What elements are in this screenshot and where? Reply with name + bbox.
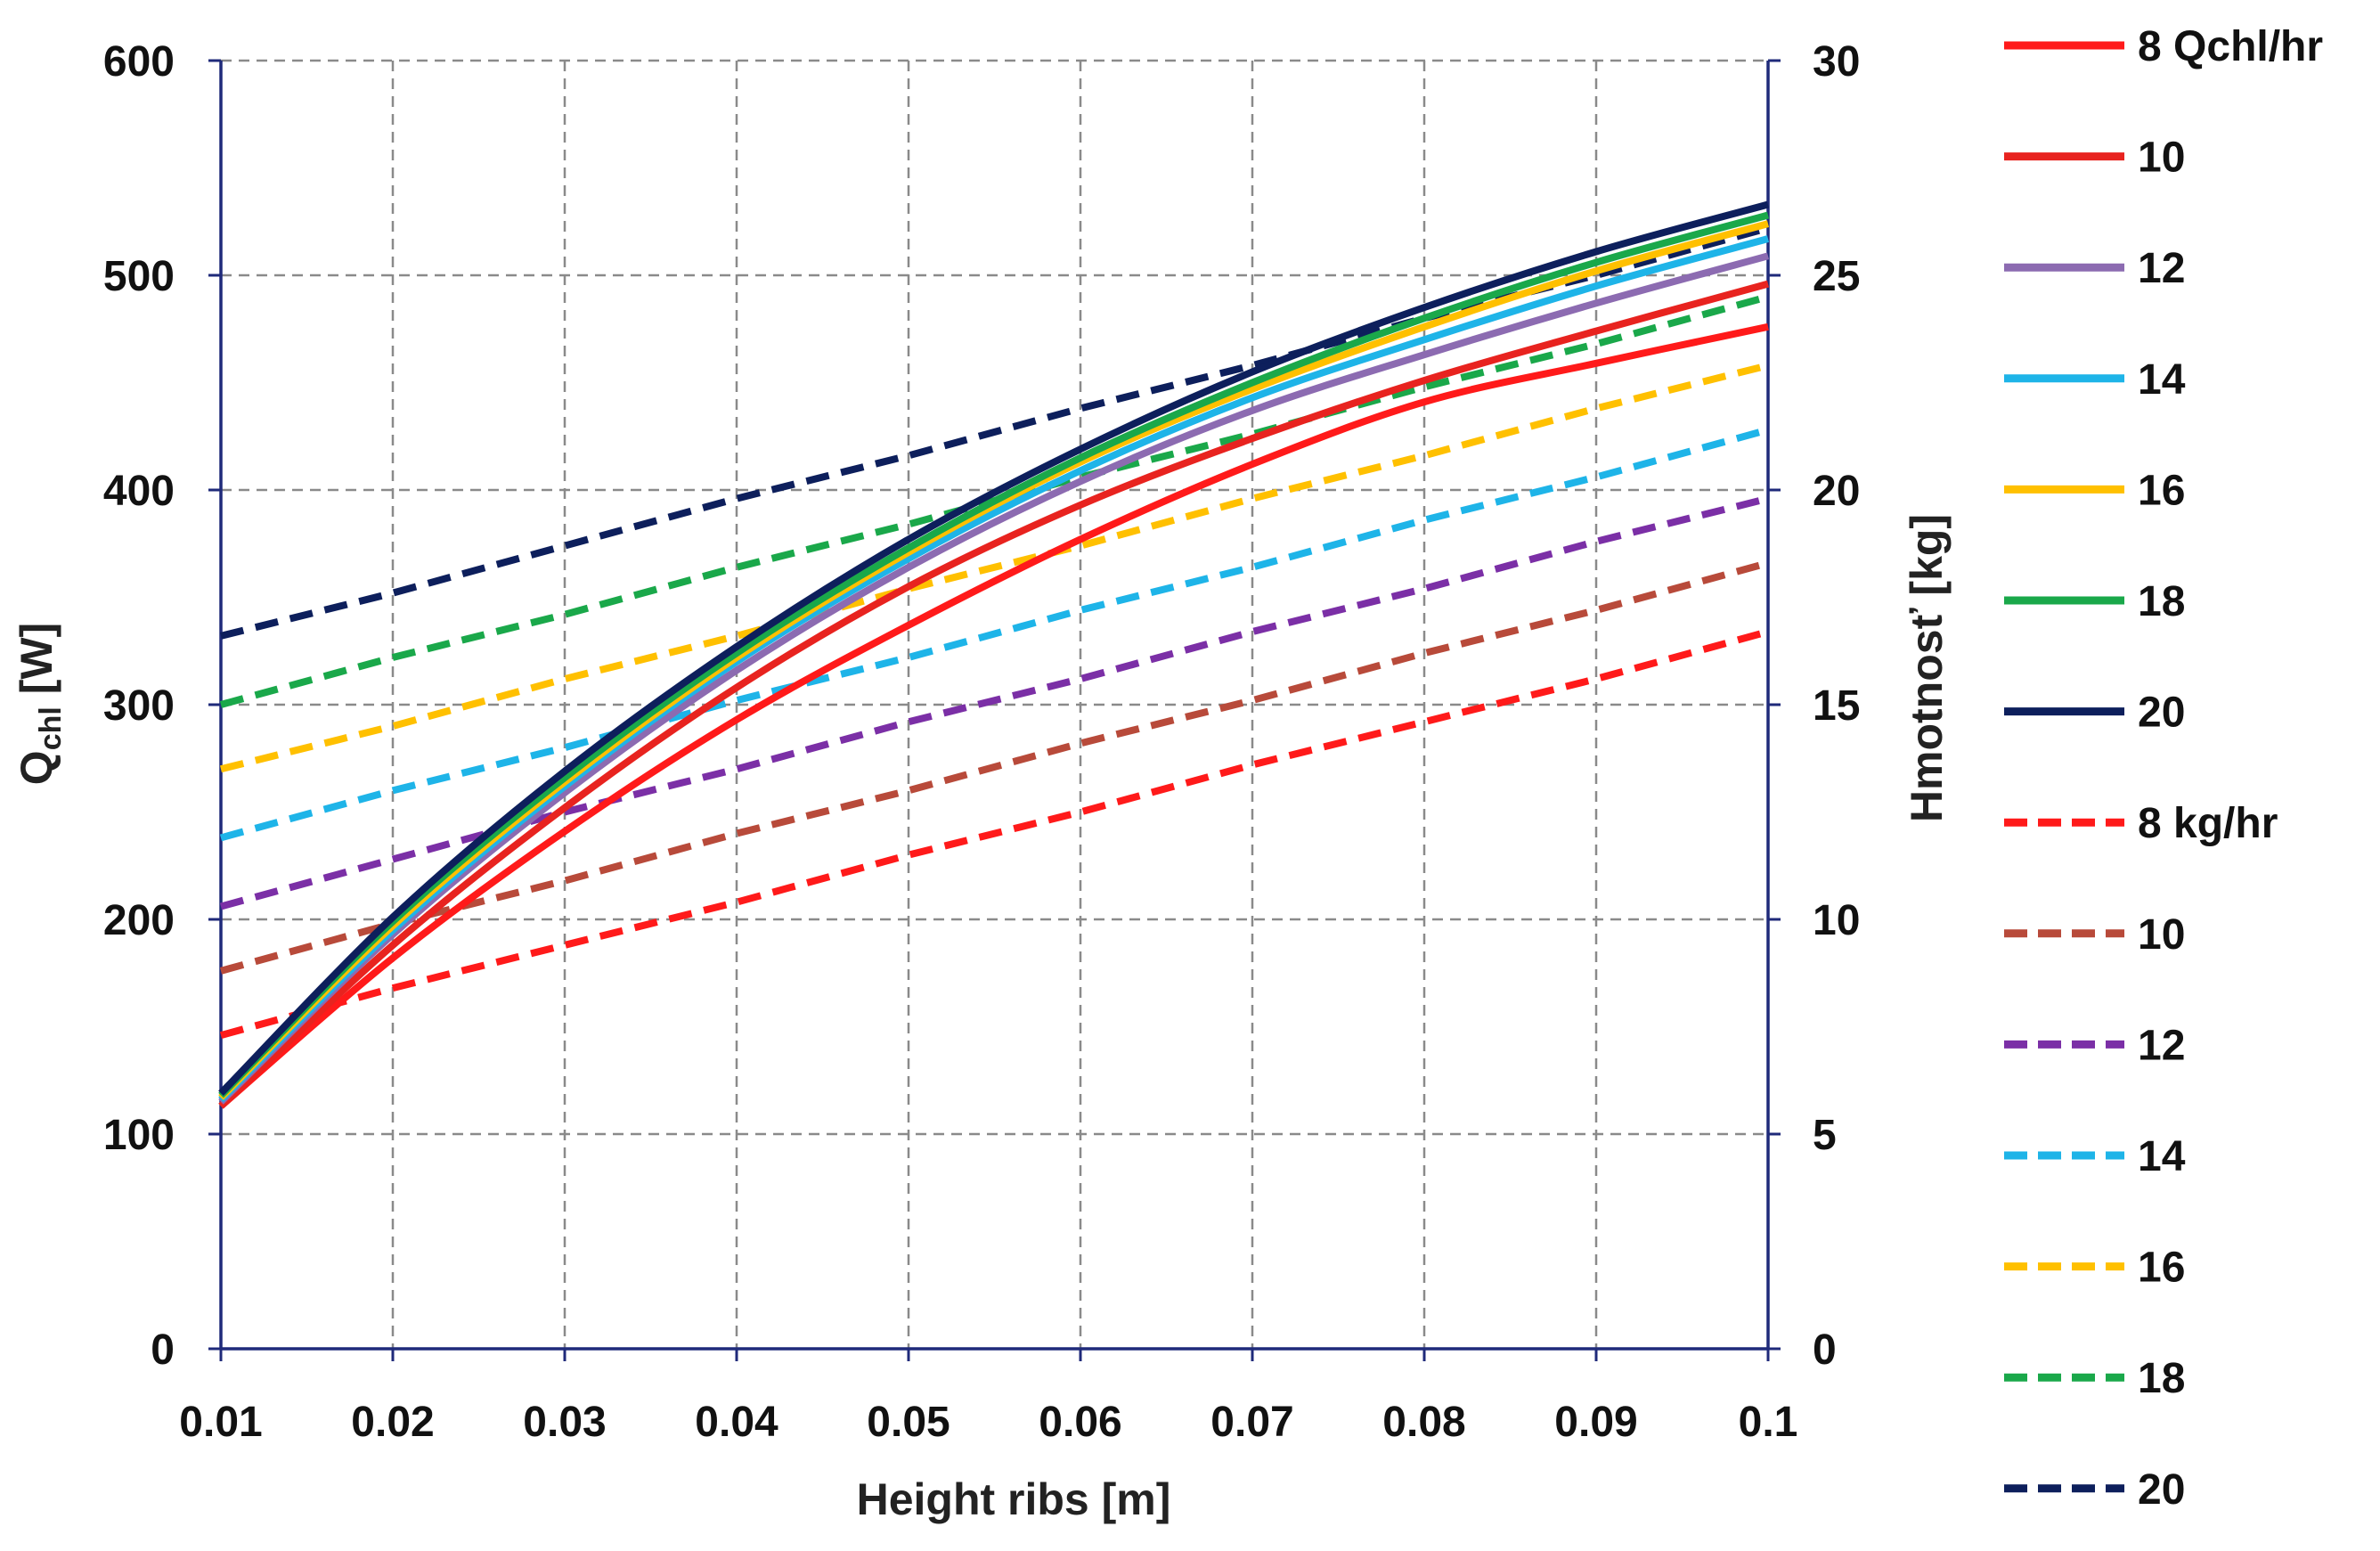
- x-tick-label: 0.01: [179, 1399, 262, 1446]
- x-tick-label: 0.07: [1210, 1399, 1293, 1446]
- legend-label: 18: [2138, 578, 2185, 625]
- y-left-tick-label: 500: [103, 253, 175, 300]
- y-axis-left-title: Qchl [W]: [12, 623, 68, 785]
- grid: [221, 59, 1768, 1349]
- series-group: [218, 200, 1770, 1109]
- legend-label: 20: [2138, 1466, 2185, 1514]
- x-tick-label: 0.1: [1739, 1399, 1798, 1446]
- legend-label: 8 kg/hr: [2138, 800, 2278, 847]
- y-right-tick-label: 10: [1813, 897, 1860, 944]
- y-axis-left-title-main: Q: [12, 750, 61, 785]
- legend-label: 20: [2138, 690, 2185, 737]
- series-line-qchl-2: [218, 252, 1770, 1105]
- legend-label: 16: [2138, 1245, 2185, 1292]
- y-left-tick-label: 300: [103, 682, 175, 730]
- legend-label: 12: [2138, 1022, 2185, 1069]
- legend-label: 14: [2138, 356, 2186, 404]
- y-left-tick-label: 0: [151, 1327, 175, 1374]
- series-line-qchl-0: [218, 322, 1769, 1109]
- series-line-mass-8: [219, 559, 1770, 975]
- y-left-tick-label: 600: [103, 38, 175, 86]
- series-line-mass-9: [219, 494, 1769, 910]
- series-line-qchl-4: [218, 220, 1770, 1100]
- x-axis-title: Height ribs [m]: [857, 1474, 1171, 1524]
- legend-label: 14: [2138, 1133, 2186, 1180]
- y-axis-right-title: Hmotnosť [kg]: [1902, 514, 1952, 822]
- x-tick-label: 0.09: [1554, 1399, 1637, 1446]
- y-right-tick-label: 20: [1813, 468, 1860, 515]
- y-right-tick-label: 30: [1813, 38, 1860, 86]
- x-tick-label: 0.08: [1382, 1399, 1465, 1446]
- legend-label: 10: [2138, 911, 2185, 959]
- y-right-tick-label: 0: [1813, 1327, 1837, 1374]
- x-tick-label: 0.02: [351, 1399, 434, 1446]
- x-tick-label: 0.03: [523, 1399, 606, 1446]
- y-right-tick-label: 5: [1813, 1112, 1837, 1159]
- series-line-mass-11: [220, 362, 1769, 773]
- y-left-tick-label: 200: [103, 897, 175, 944]
- legend-label: 10: [2138, 135, 2185, 182]
- x-tick-label: 0.05: [867, 1399, 950, 1446]
- y-right-tick-label: 25: [1813, 253, 1860, 300]
- legend-label: 12: [2138, 245, 2185, 292]
- x-tick-label: 0.04: [695, 1399, 778, 1446]
- y-axis-left-title-unit: [W]: [12, 623, 61, 706]
- series-line-qchl-6: [218, 200, 1770, 1097]
- y-left-tick-label: 100: [103, 1112, 175, 1159]
- series-line-mass-7: [219, 628, 1770, 1039]
- series-line-qchl-3: [218, 235, 1770, 1103]
- series-line-mass-10: [219, 426, 1770, 842]
- x-tick-label: 0.06: [1039, 1399, 1121, 1446]
- y-right-tick-label: 15: [1813, 682, 1860, 730]
- legend-label: 18: [2138, 1355, 2185, 1402]
- y-left-tick-label: 400: [103, 468, 175, 515]
- legend-label: 8 Qchl/hr: [2138, 23, 2323, 70]
- tick-labels: 0.01 0.02 0.03 0.04 0.05 0.06 0.07 0.08 0.09 0.1 0…: [103, 38, 1860, 1446]
- series-line-qchl-1: [218, 280, 1770, 1109]
- legend-label: 16: [2138, 467, 2185, 514]
- legend: 8 Qchl/hr 10 12 14 16 18 20 8 kg/hr 10 12 14 16 18 20: [2004, 23, 2323, 1514]
- y-axis-left-title-sub: chl: [34, 706, 68, 750]
- series-line-qchl-5: [218, 211, 1770, 1098]
